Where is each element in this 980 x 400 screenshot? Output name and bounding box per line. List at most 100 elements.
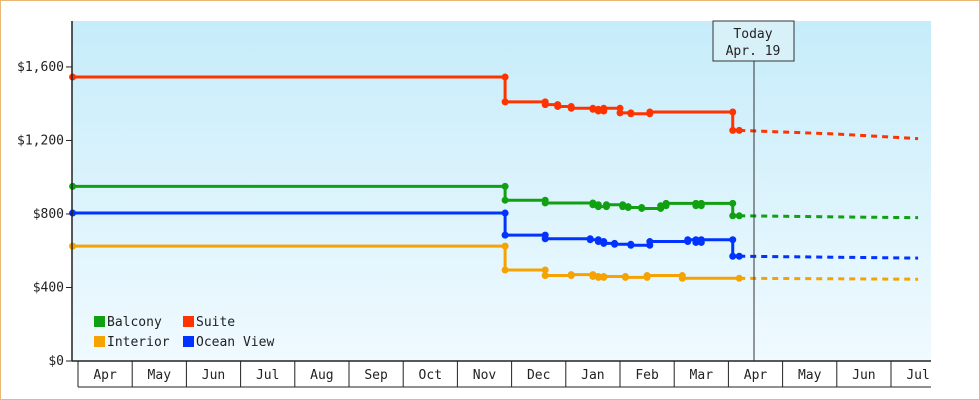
data-point — [567, 104, 575, 112]
data-point — [729, 212, 737, 220]
legend-label: Balcony — [107, 315, 162, 330]
data-point — [697, 236, 705, 244]
data-point — [729, 126, 737, 134]
data-point — [567, 271, 575, 279]
x-tick-label: Jul — [256, 368, 279, 383]
data-point — [501, 231, 509, 239]
data-point — [594, 203, 602, 211]
data-point — [692, 238, 700, 246]
x-tick-label: Jan — [581, 368, 604, 383]
series-ocean-view — [69, 209, 919, 260]
x-tick-label: Apr — [93, 368, 117, 383]
x-tick-label: Jun — [202, 368, 225, 383]
today-box — [712, 20, 795, 62]
data-point — [541, 272, 549, 280]
data-point — [594, 273, 602, 281]
series-layer — [69, 73, 919, 282]
data-point — [627, 241, 635, 249]
data-point — [501, 242, 509, 250]
data-point — [541, 235, 549, 243]
legend-swatch — [183, 336, 194, 347]
data-point — [600, 272, 608, 280]
legend-label: Ocean View — [196, 335, 274, 350]
data-point — [541, 101, 549, 109]
data-point — [621, 273, 629, 281]
data-point — [624, 204, 632, 212]
data-point — [735, 252, 743, 260]
data-point — [729, 108, 737, 116]
today-marker: Today Apr. 19 — [712, 20, 795, 361]
data-point — [600, 104, 608, 112]
x-tick-label: Oct — [419, 368, 442, 383]
data-point — [619, 203, 627, 211]
data-point — [611, 240, 619, 248]
data-point — [501, 73, 509, 81]
data-point — [729, 236, 737, 244]
x-tick-label: Feb — [635, 368, 659, 383]
data-point — [501, 209, 509, 217]
data-point — [646, 238, 654, 246]
data-point — [616, 109, 624, 117]
data-point — [729, 252, 737, 260]
series-suite — [69, 73, 919, 141]
today-date: Apr. 19 — [726, 44, 781, 59]
data-point — [602, 201, 610, 209]
data-point — [692, 202, 700, 210]
data-point — [684, 236, 692, 244]
data-point — [657, 202, 665, 210]
data-point — [643, 272, 651, 280]
x-tick-label: May — [798, 368, 822, 383]
x-tick-label: Mar — [690, 368, 714, 383]
legend-swatch — [94, 316, 105, 327]
x-tick-label: Aug — [310, 368, 333, 383]
x-tick-label: May — [148, 368, 172, 383]
x-tick-label: Dec — [527, 368, 550, 383]
plot-background — [72, 21, 931, 361]
x-tick-label: Jun — [852, 368, 875, 383]
data-point — [541, 266, 549, 274]
x-tick-label: Sep — [364, 368, 388, 383]
y-tick-label: $0 — [48, 354, 64, 369]
data-point — [501, 182, 509, 190]
legend-swatch — [94, 336, 105, 347]
data-point — [638, 204, 646, 212]
data-point — [554, 102, 562, 110]
data-point — [662, 199, 670, 207]
legend: Balcony Suite Interior Ocean View — [94, 315, 274, 350]
data-point — [594, 107, 602, 115]
data-point — [589, 201, 597, 209]
data-point — [589, 272, 597, 280]
legend-label: Suite — [196, 315, 235, 330]
y-tick-label: $1,200 — [17, 133, 64, 148]
axes-layer: $0 $400 $800 $1,200 $1,600 Apr May Jun Jul Aug Sep… — [17, 21, 931, 388]
data-point — [594, 238, 602, 246]
legend-label: Interior — [107, 335, 170, 350]
today-label: Today — [733, 27, 772, 42]
data-point — [678, 274, 686, 282]
data-point — [586, 236, 594, 244]
forecast-line — [739, 276, 919, 281]
data-point — [697, 199, 705, 207]
y-tick-label: $1,600 — [17, 60, 64, 75]
y-tick-label: $800 — [33, 207, 64, 222]
data-point — [646, 108, 654, 116]
data-point — [541, 199, 549, 207]
y-tick-label: $400 — [33, 280, 64, 295]
x-tick-label: Nov — [473, 368, 497, 383]
data-point — [501, 196, 509, 204]
data-point — [600, 239, 608, 247]
legend-swatch — [183, 316, 194, 327]
forecast-line — [739, 214, 919, 220]
series-balcony — [69, 182, 919, 220]
data-point — [501, 266, 509, 274]
forecast-line — [739, 254, 919, 260]
series-interior — [69, 242, 919, 282]
data-point — [627, 110, 635, 118]
x-tick-label: Jul — [906, 368, 929, 383]
data-point — [501, 98, 509, 106]
x-tick-label: Apr — [744, 368, 768, 383]
data-point — [589, 105, 597, 113]
data-point — [729, 199, 737, 207]
